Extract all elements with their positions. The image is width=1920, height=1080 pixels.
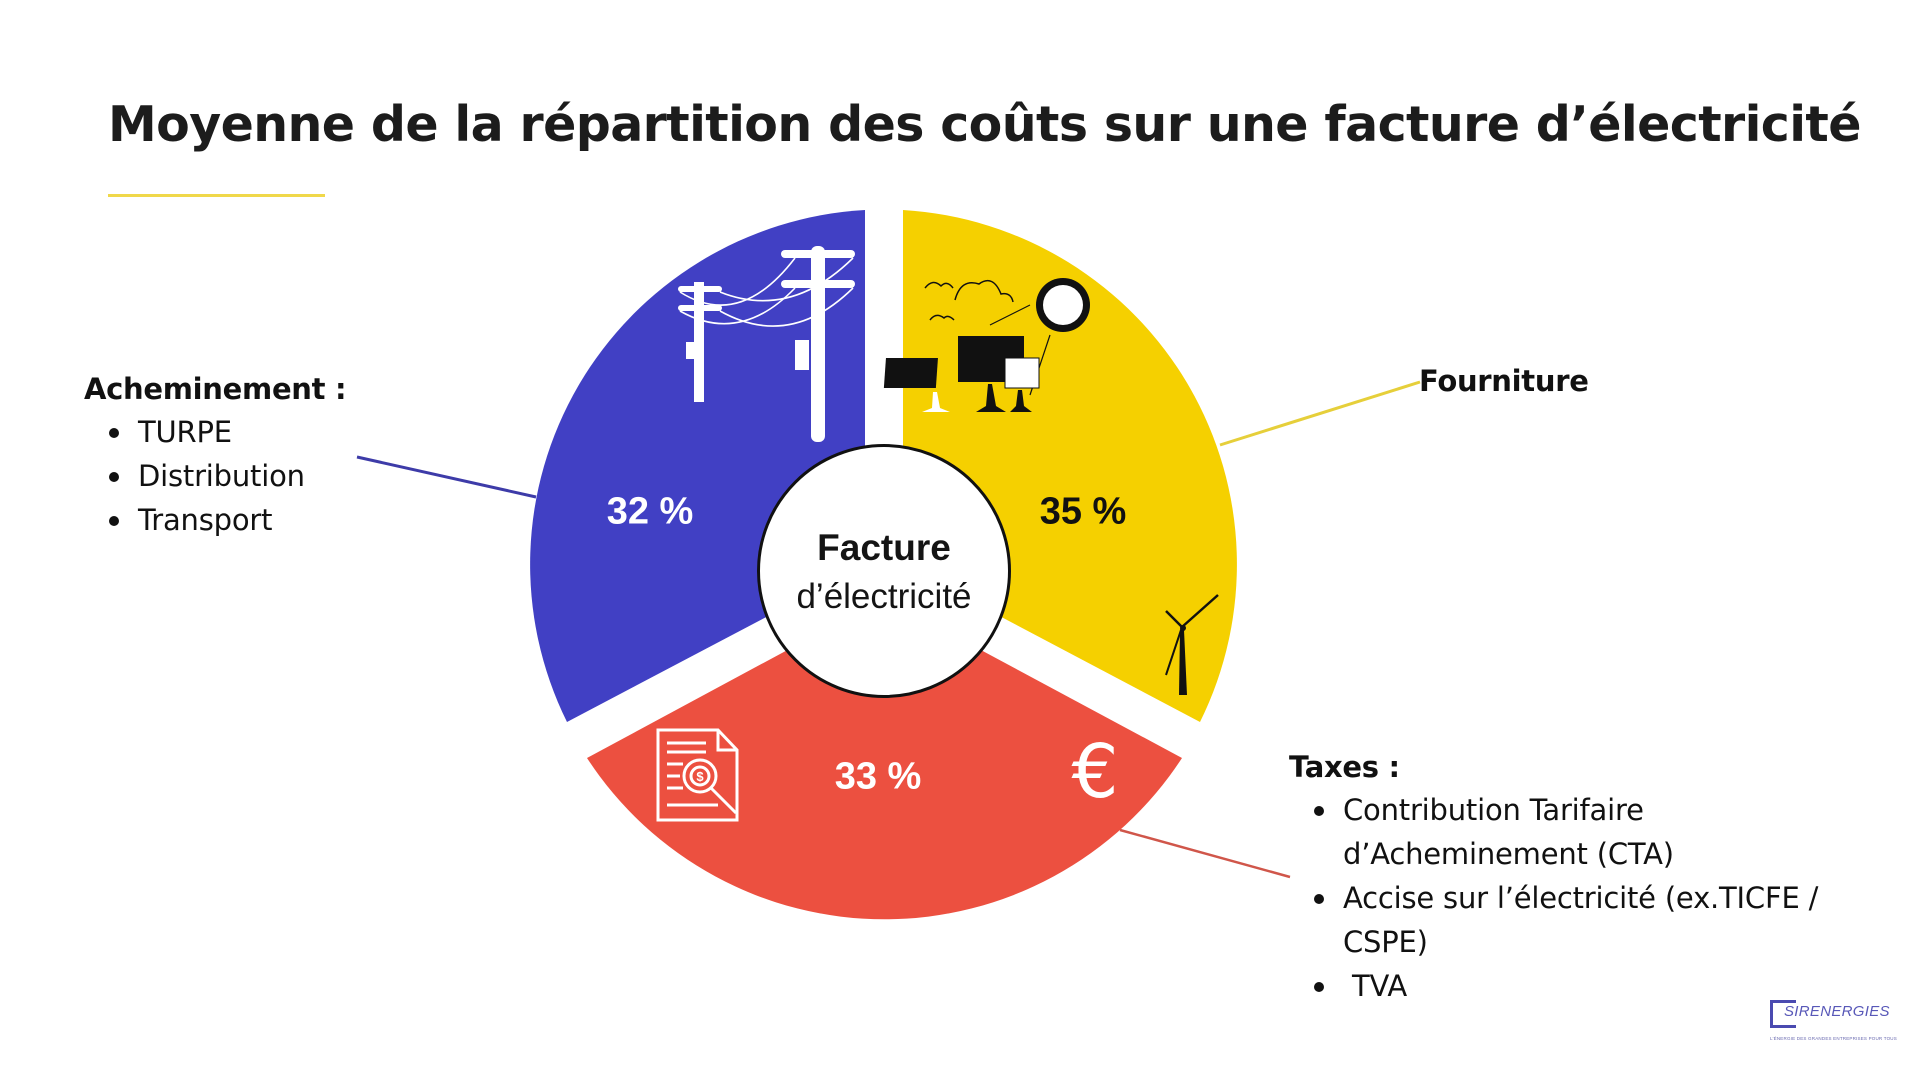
fourniture-leader-line <box>1219 380 1421 447</box>
list-item: Accise sur l’électricité (ex.TICFE / CSP… <box>1289 876 1903 964</box>
title-underline <box>108 194 325 197</box>
wind-turbine-icon <box>1165 594 1219 695</box>
center-label-line2: d’électricité <box>796 577 972 616</box>
dollar-glyph: $ <box>696 769 704 784</box>
logo-tagline: L’ÉNERGIE DES GRANDES ENTREPRISES POUR T… <box>1770 1036 1897 1041</box>
fourniture-percent: 35 % <box>1039 490 1127 533</box>
list-item: TVA <box>1289 964 1889 1008</box>
segment-taxes[interactable] <box>587 598 1182 920</box>
logo-bracket-icon <box>1770 1000 1796 1028</box>
taxes-leader-line <box>1119 828 1291 879</box>
svg-text:€: € <box>1071 729 1118 815</box>
legend-fourniture: Fourniture <box>1419 364 1589 398</box>
legend-acheminement: Acheminement : TURPE Distribution Transp… <box>84 372 347 542</box>
legend-acheminement-heading: Acheminement : <box>84 372 347 406</box>
legend-fourniture-heading: Fourniture <box>1419 364 1589 398</box>
logo-name: SIRENERGIES <box>1784 1003 1890 1020</box>
list-item: TURPE <box>84 410 346 454</box>
acheminement-leader-line <box>356 455 537 499</box>
acheminement-percent: 32 % <box>606 490 694 533</box>
legend-taxes-list: Contribution Tarifaire d’Acheminement (C… <box>1289 788 1889 1008</box>
list-item: Transport <box>84 498 346 542</box>
taxes-percent: 33 % <box>834 755 922 798</box>
list-item: Contribution Tarifaire d’Acheminement (C… <box>1289 788 1723 876</box>
legend-acheminement-list: TURPE Distribution Transport <box>84 410 346 542</box>
page-title: Moyenne de la répartition des coûts sur … <box>108 96 1861 153</box>
solar-panels-sun-icon <box>883 278 1090 412</box>
list-item: Distribution <box>84 454 346 498</box>
invoice-dollar-search-icon <box>656 728 739 822</box>
sirenergies-logo: SIRENERGIES L’ÉNERGIE DES GRANDES ENTREP… <box>1770 1000 1897 1050</box>
center-label: Facture d’électricité <box>757 444 1011 698</box>
legend-taxes-heading: Taxes : <box>1289 750 1400 784</box>
euro-icon: € <box>1071 729 1118 815</box>
center-label-line1: Facture <box>817 527 951 568</box>
power-lines-icon <box>678 246 855 442</box>
legend-taxes: Taxes : Contribution Tarifaire d’Achemin… <box>1289 750 1889 1008</box>
